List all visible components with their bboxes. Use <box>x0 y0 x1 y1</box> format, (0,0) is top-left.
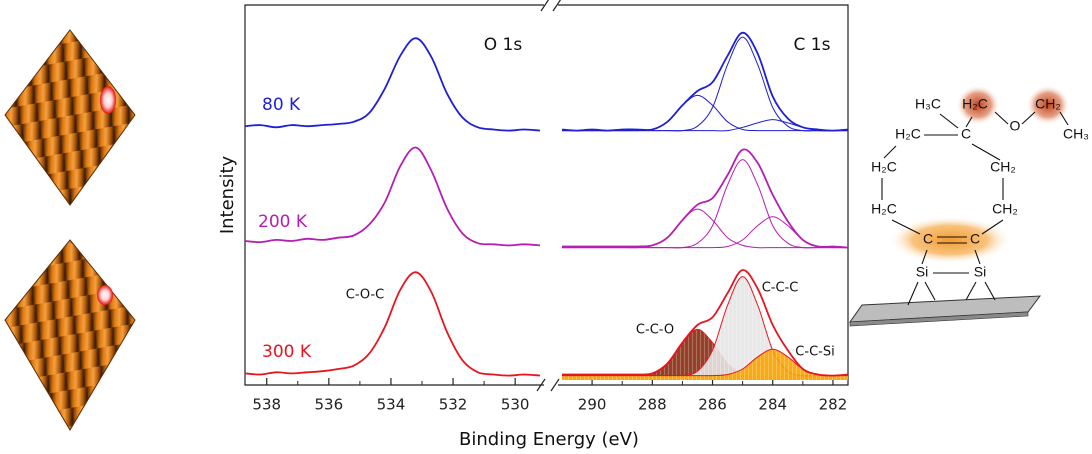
afm-image-top <box>4 29 136 206</box>
x-tick-label: 536 <box>315 396 344 414</box>
component-line <box>562 119 848 132</box>
component-line <box>562 159 848 249</box>
atom-label: C <box>970 231 980 247</box>
spectrum-line <box>245 146 540 247</box>
x-tick-label: 530 <box>501 396 530 414</box>
spectrum-line <box>245 271 540 377</box>
panel-title: C 1s <box>794 35 831 55</box>
series-label: 200 K <box>258 212 308 232</box>
atom-label: CH₂ <box>1035 96 1061 112</box>
spectrum-line <box>562 148 848 249</box>
atom-label: C <box>961 126 971 142</box>
component-hatch <box>562 329 848 380</box>
annotation: C-O-C <box>346 288 385 303</box>
plot-area <box>562 31 848 380</box>
atom-label: Si <box>974 264 986 280</box>
x-tick-label: 286 <box>698 396 727 414</box>
atom-label: Si <box>916 264 928 280</box>
atom-label: CH₂ <box>990 159 1016 175</box>
component-label: C-C-Si <box>795 345 834 360</box>
component-hatch <box>562 276 848 380</box>
atom-label: CH₃ <box>1063 126 1089 142</box>
panel-title: O 1s <box>484 35 523 55</box>
spectrum-line <box>245 37 540 132</box>
component-label: C-C-O <box>636 323 674 338</box>
component-label: C-C-C <box>762 281 799 296</box>
component-line <box>562 216 848 249</box>
atom-label: H₂C <box>962 96 988 112</box>
x-tick-label: 288 <box>638 396 667 414</box>
x-tick-label: 534 <box>377 396 406 414</box>
x-tick-label: 538 <box>252 396 281 414</box>
component-line <box>562 94 848 132</box>
series-label: 300 K <box>262 342 312 362</box>
plot-area <box>245 37 540 377</box>
afm-image-bottom <box>4 239 136 431</box>
atom-label: O <box>1010 118 1021 134</box>
x-tick-label: 532 <box>439 396 468 414</box>
spectrum-line <box>562 269 848 377</box>
atom-label: H₂C <box>871 159 897 175</box>
component-hatch <box>562 349 848 380</box>
x-tick-label: 290 <box>578 396 607 414</box>
axes-frame <box>244 0 849 392</box>
plots: O 1s 538 536 534 532 530 80 K 200 K 300 K C-O-C C … <box>245 31 848 414</box>
x-tick-label: 284 <box>758 396 787 414</box>
y-axis-label: Intensity <box>217 155 238 234</box>
atom-label: H₂C <box>871 201 897 217</box>
atom-label: CH₂ <box>992 201 1018 217</box>
atom-label: C <box>923 231 933 247</box>
x-axis-label: Binding Energy (eV) <box>459 429 639 450</box>
x-tick-label: 282 <box>819 396 848 414</box>
series-label: 80 K <box>262 95 301 115</box>
spectrum-line <box>562 31 848 132</box>
atom-label: H₂C <box>895 126 921 142</box>
atom-label: H₃C <box>915 96 941 112</box>
